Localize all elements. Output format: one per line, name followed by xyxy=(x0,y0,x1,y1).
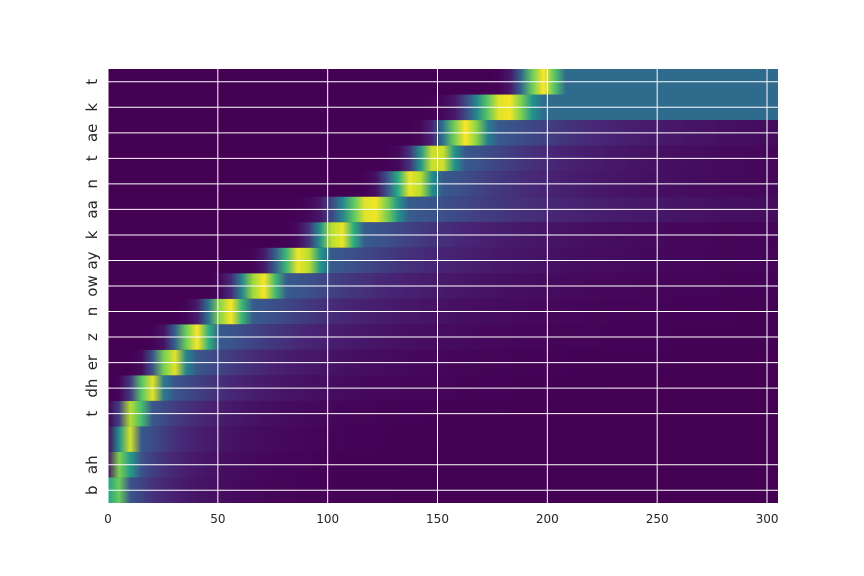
x-tick-label: 300 xyxy=(756,512,779,526)
y-tick-label: aa xyxy=(83,200,101,218)
y-tick-label: ow xyxy=(83,275,101,296)
y-tick-label: n xyxy=(83,307,101,317)
y-tick-label: z xyxy=(83,333,101,341)
y-tick-label: b xyxy=(83,485,101,495)
y-tick-label: t xyxy=(83,79,101,85)
y-tick-label: ae xyxy=(83,124,101,142)
x-axis-ticks: 0 50 100 150 200 250 300 xyxy=(104,512,778,526)
x-tick-label: 0 xyxy=(104,512,112,526)
y-tick-label: ay xyxy=(83,251,101,269)
y-tick-label: er xyxy=(83,354,101,370)
x-tick-label: 50 xyxy=(210,512,225,526)
y-tick-label: dh xyxy=(83,379,101,398)
y-tick-label: k xyxy=(83,103,101,112)
x-tick-label: 100 xyxy=(316,512,339,526)
y-tick-label: k xyxy=(83,230,101,239)
x-tick-label: 200 xyxy=(536,512,559,526)
y-tick-label: n xyxy=(83,179,101,189)
x-tick-label: 150 xyxy=(426,512,449,526)
y-tick-label: t xyxy=(83,411,101,417)
y-tick-label: t xyxy=(83,155,101,161)
y-tick-label: ah xyxy=(83,455,101,474)
heatmap-row xyxy=(108,426,778,452)
grid-lines xyxy=(107,69,778,503)
y-axis-ticks: b ah t dh er z n ow ay k aa n t ae k t xyxy=(83,79,101,495)
x-tick-label: 250 xyxy=(646,512,669,526)
